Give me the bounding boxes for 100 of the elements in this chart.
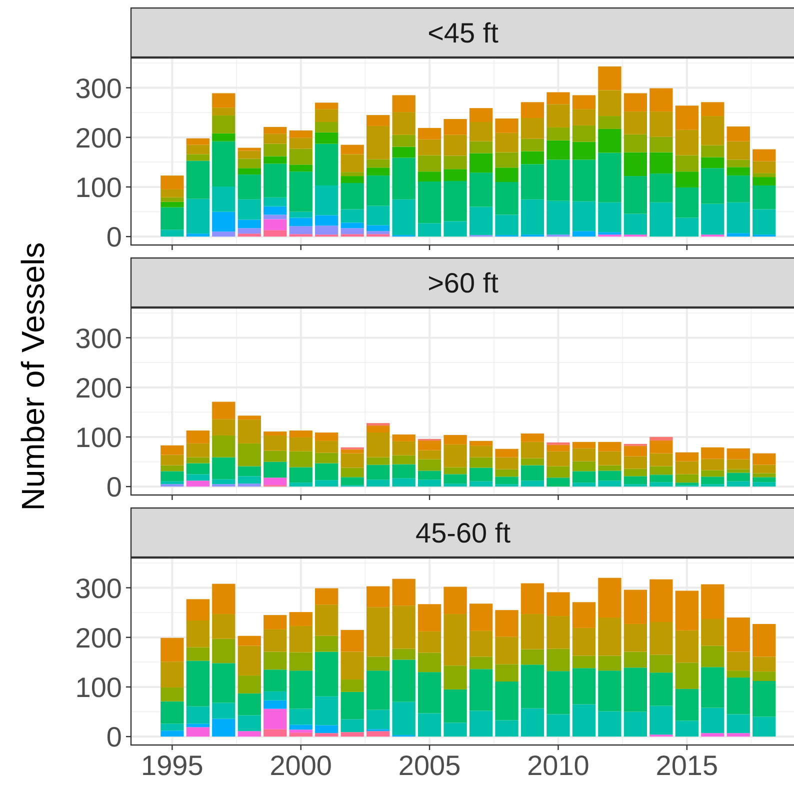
bar xyxy=(726,167,750,176)
bar xyxy=(572,461,596,472)
bar xyxy=(212,435,236,458)
bar xyxy=(160,189,184,198)
bar xyxy=(366,168,390,176)
bar xyxy=(650,112,673,137)
bar xyxy=(238,228,261,234)
bar xyxy=(495,448,518,458)
bar xyxy=(444,134,467,156)
bar xyxy=(495,476,518,484)
bar xyxy=(520,164,544,200)
bar xyxy=(572,482,596,487)
bar xyxy=(366,426,390,432)
bar xyxy=(238,420,261,444)
bar xyxy=(315,226,338,235)
bar xyxy=(289,226,312,234)
bar xyxy=(572,448,596,462)
bar xyxy=(366,432,390,458)
bar xyxy=(264,462,287,478)
bar xyxy=(238,234,261,237)
bar xyxy=(701,484,724,487)
bar xyxy=(264,700,287,709)
bar xyxy=(752,464,776,474)
bar xyxy=(212,232,236,237)
bar xyxy=(392,146,416,158)
bar xyxy=(160,465,184,472)
bar xyxy=(726,481,750,487)
bar xyxy=(624,590,648,624)
bar xyxy=(160,484,184,487)
bar xyxy=(289,652,312,671)
bar xyxy=(546,451,570,466)
bar xyxy=(675,720,698,737)
bar xyxy=(675,461,698,474)
bar xyxy=(340,719,364,732)
bar xyxy=(546,200,570,235)
bar xyxy=(572,125,596,142)
bar xyxy=(340,144,364,154)
bar xyxy=(315,102,338,110)
bar xyxy=(469,122,493,142)
bar xyxy=(392,112,416,135)
bar xyxy=(469,710,493,737)
bar xyxy=(212,419,236,436)
bar xyxy=(572,142,596,160)
bar xyxy=(315,215,338,226)
bar xyxy=(340,234,364,237)
bar xyxy=(598,656,622,671)
bar xyxy=(726,678,750,714)
bar xyxy=(495,457,518,470)
bar xyxy=(160,638,184,662)
bar xyxy=(572,160,596,202)
bar xyxy=(238,484,261,487)
bar xyxy=(598,480,622,487)
bar xyxy=(289,212,312,218)
bar xyxy=(238,693,261,716)
bar xyxy=(726,233,750,237)
bar xyxy=(701,646,724,668)
bar xyxy=(186,430,210,444)
bar xyxy=(624,93,648,112)
bar xyxy=(598,470,622,481)
bar xyxy=(186,660,210,706)
bar xyxy=(444,666,467,690)
bar xyxy=(752,477,776,482)
bar xyxy=(366,710,390,730)
bar xyxy=(469,141,493,154)
bar xyxy=(546,592,570,616)
bar xyxy=(624,112,648,134)
bar xyxy=(392,158,416,200)
bar xyxy=(366,231,390,234)
bar xyxy=(598,202,622,232)
bar xyxy=(701,470,724,477)
bar xyxy=(238,476,261,484)
x-tick-label: 2005 xyxy=(398,750,461,781)
bar xyxy=(598,451,622,466)
bar xyxy=(418,182,442,224)
bar xyxy=(469,630,493,657)
bar xyxy=(624,484,648,487)
bar xyxy=(212,484,236,487)
bar xyxy=(624,214,648,235)
bar xyxy=(469,108,493,122)
bar xyxy=(598,618,622,656)
bar xyxy=(160,454,184,466)
bar xyxy=(264,670,287,692)
bar xyxy=(366,457,390,465)
bar xyxy=(624,134,648,152)
bar xyxy=(495,636,518,664)
bar xyxy=(186,138,210,145)
bar xyxy=(650,622,673,655)
y-tick-label: 200 xyxy=(75,622,122,654)
bar xyxy=(264,144,287,156)
bar xyxy=(289,451,312,468)
bar xyxy=(315,480,338,487)
bar xyxy=(289,138,312,149)
bar xyxy=(392,95,416,112)
bar xyxy=(289,670,312,709)
bar xyxy=(264,708,287,730)
bar xyxy=(418,631,442,653)
bar xyxy=(752,473,776,478)
bar xyxy=(598,66,622,90)
bar xyxy=(160,730,184,737)
bar xyxy=(418,450,442,460)
